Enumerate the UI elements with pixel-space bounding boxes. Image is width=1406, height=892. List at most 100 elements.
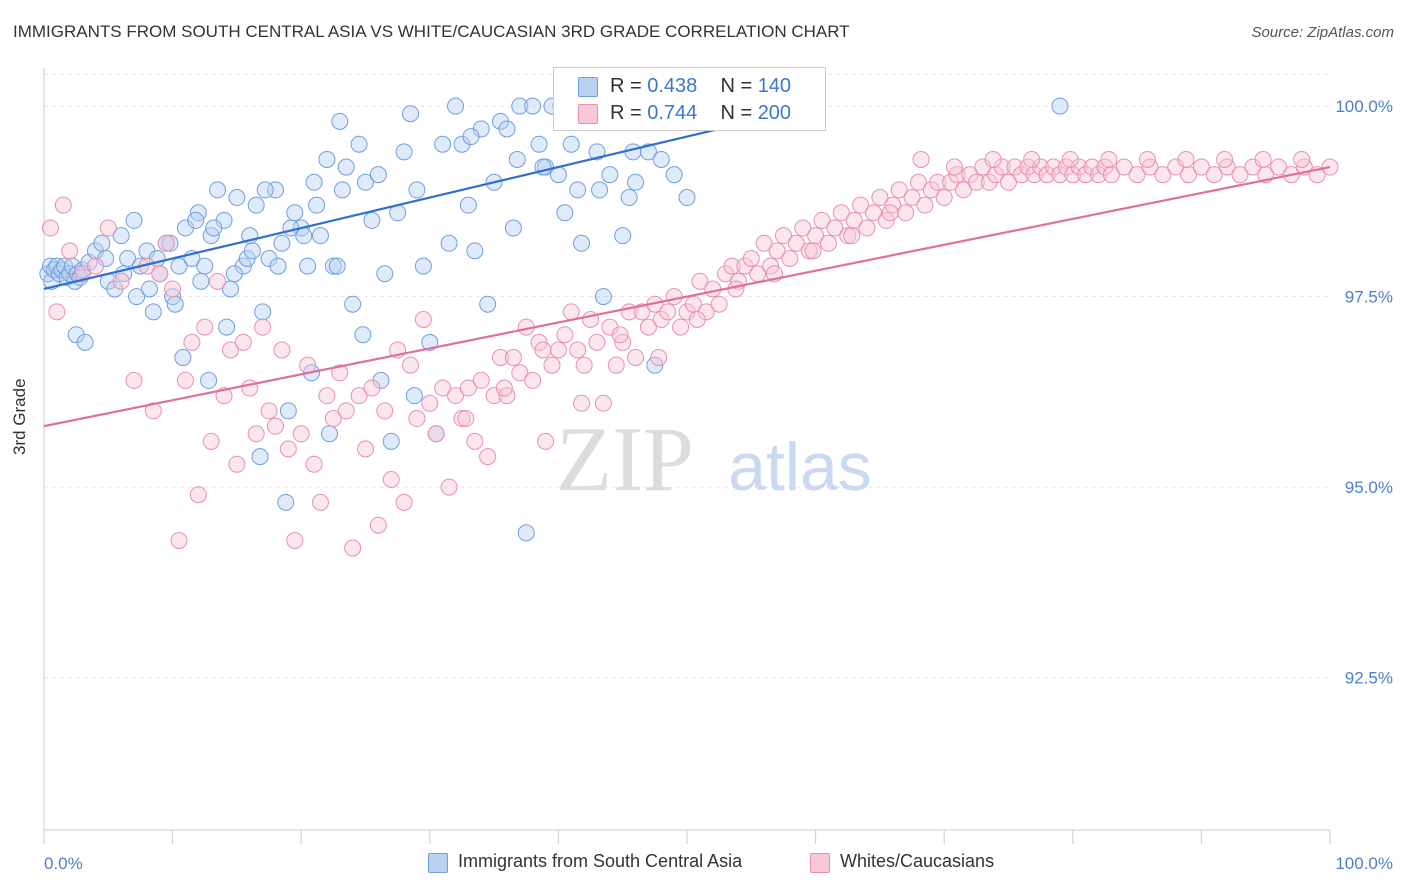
- data-point: [498, 120, 516, 138]
- data-point: [688, 310, 706, 328]
- data-point: [652, 150, 670, 168]
- data-point: [202, 432, 220, 450]
- axes: [43, 68, 1331, 844]
- data-point: [495, 379, 513, 397]
- data-point: [295, 227, 313, 245]
- data-point: [243, 242, 261, 260]
- data-point: [1254, 150, 1272, 168]
- data-point: [813, 211, 831, 229]
- data-point: [260, 402, 278, 420]
- data-point: [421, 333, 439, 351]
- data-point: [929, 173, 947, 191]
- data-point: [324, 410, 342, 428]
- data-point: [607, 356, 625, 374]
- data-point: [839, 227, 857, 245]
- data-point: [1000, 173, 1017, 191]
- data-point: [1138, 150, 1156, 168]
- data-point: [447, 97, 465, 115]
- data-point: [76, 333, 94, 351]
- data-point: [459, 379, 477, 397]
- data-point: [225, 265, 243, 283]
- data-point: [1100, 150, 1118, 168]
- data-point: [881, 204, 899, 222]
- data-point: [74, 265, 92, 283]
- data-point: [1231, 166, 1249, 184]
- trend-lines: [43, 105, 1331, 428]
- legend-r-label: R =: [610, 75, 642, 97]
- data-point: [128, 288, 146, 306]
- data-point: [591, 181, 609, 199]
- data-point: [350, 387, 368, 405]
- data-point: [266, 181, 284, 199]
- data-point: [627, 173, 645, 191]
- data-point: [781, 250, 799, 267]
- data-point: [376, 402, 394, 420]
- data-point: [170, 531, 188, 549]
- trend-line-blue: [43, 105, 816, 291]
- data-point: [909, 173, 927, 191]
- data-point: [903, 189, 921, 207]
- series-south-central-asia: [39, 97, 1069, 542]
- y-tick-label: 100.0%: [1335, 97, 1393, 116]
- data-point: [112, 227, 130, 245]
- data-point: [292, 425, 310, 443]
- data-point: [804, 242, 822, 260]
- data-point: [457, 410, 475, 428]
- data-point: [382, 470, 400, 488]
- data-point: [627, 349, 645, 367]
- data-point: [819, 234, 837, 252]
- data-point: [363, 379, 381, 397]
- data-point: [176, 371, 194, 389]
- data-point: [453, 410, 471, 428]
- data-point: [427, 425, 445, 443]
- data-point: [562, 135, 580, 153]
- y-axis-title: 3rd Grade: [10, 378, 29, 455]
- data-point: [594, 288, 612, 306]
- data-point: [157, 234, 175, 252]
- data-point: [1216, 150, 1234, 168]
- data-point: [543, 356, 561, 374]
- data-point: [228, 455, 246, 473]
- data-point: [787, 234, 805, 252]
- data-point: [405, 387, 423, 405]
- data-point: [569, 341, 587, 359]
- data-point: [916, 196, 934, 214]
- data-point: [1293, 150, 1311, 168]
- data-point: [826, 219, 844, 237]
- data-point: [537, 432, 555, 450]
- data-point: [1154, 166, 1172, 184]
- data-point: [305, 455, 323, 473]
- data-point: [710, 295, 728, 313]
- data-point: [205, 219, 223, 237]
- data-point: [1023, 150, 1041, 168]
- data-point: [61, 242, 79, 260]
- data-point: [337, 402, 355, 420]
- data-point: [1205, 166, 1223, 184]
- data-point: [517, 524, 535, 542]
- data-point: [279, 402, 297, 420]
- data-point: [254, 318, 272, 336]
- data-point: [967, 173, 985, 191]
- data-point: [408, 181, 426, 199]
- watermark-zip: ZIP: [556, 408, 694, 510]
- y-tick-label: 92.5%: [1345, 669, 1393, 688]
- data-point: [588, 143, 606, 161]
- y-tick-label: 95.0%: [1345, 478, 1393, 497]
- data-point: [434, 135, 452, 153]
- data-point: [534, 341, 552, 359]
- data-point: [234, 333, 252, 351]
- data-point: [678, 189, 696, 207]
- data-point: [254, 303, 272, 321]
- data-point: [569, 181, 587, 199]
- data-point: [277, 493, 295, 511]
- data-point: [369, 516, 387, 534]
- data-point: [357, 440, 374, 458]
- data-point: [125, 211, 143, 229]
- series-whites-caucasians: [41, 150, 1339, 557]
- data-point: [324, 257, 342, 275]
- data-point: [573, 234, 591, 252]
- data-point: [912, 150, 930, 168]
- data-point: [504, 219, 522, 237]
- data-point: [164, 280, 182, 298]
- chart-title: IMMIGRANTS FROM SOUTH CENTRAL ASIA VS WH…: [13, 22, 850, 41]
